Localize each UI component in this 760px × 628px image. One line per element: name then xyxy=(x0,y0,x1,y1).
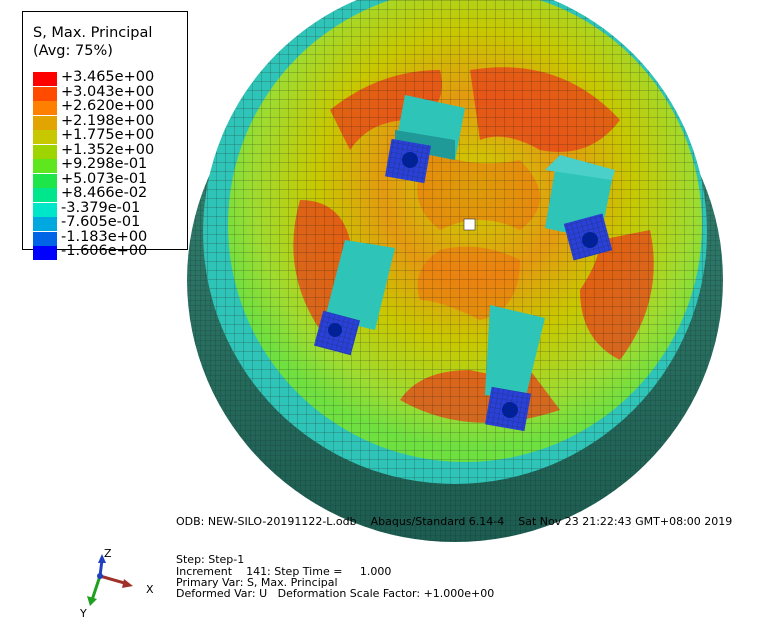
axis-triad: X Y Z xyxy=(78,547,154,622)
legend-swatch xyxy=(33,101,57,115)
step-label: Step: Step-1 xyxy=(176,553,245,566)
axis-z-label: Z xyxy=(104,547,112,560)
legend-value: +1.352e+00 xyxy=(61,141,155,158)
legend-row: +2.198e+00 xyxy=(33,112,183,131)
legend-swatch xyxy=(33,173,57,188)
column-bottom xyxy=(485,305,545,432)
legend-list: +3.465e+00 +3.043e+00 +2.620e+00 +2.198e+00… xyxy=(33,69,183,261)
triad-arrows-icon xyxy=(87,554,133,606)
axis-y-label: Y xyxy=(80,607,87,620)
legend-row: +1.775e+00 xyxy=(33,127,183,145)
primary-var-label: Primary Var: S, Max. Principal xyxy=(176,576,338,589)
legend-value: +5.073e-01 xyxy=(61,170,148,187)
odb-info: ODB: NEW-SILO-20191122-L.odb Abaqus/Stan… xyxy=(176,515,733,528)
column-right xyxy=(545,155,615,261)
increment-label: Increment 141: Step Time = 1.000 xyxy=(176,565,392,578)
legend-row: +5.073e-01 xyxy=(33,170,183,189)
legend-value: -3.379e-01 xyxy=(61,199,141,216)
legend-swatch xyxy=(33,159,57,173)
legend-swatch xyxy=(33,86,57,101)
legend-swatch xyxy=(33,115,57,130)
legend-swatch xyxy=(33,130,57,144)
legend-value: +8.466e-02 xyxy=(61,185,148,201)
legend-row: -7.605e-01 xyxy=(33,214,183,232)
legend-value: -1.606e+00 xyxy=(61,243,148,259)
legend-row: -1.606e+00 xyxy=(33,243,183,261)
legend-row: +9.298e-01 xyxy=(33,156,183,174)
column-left xyxy=(313,240,395,356)
legend-value: +1.775e+00 xyxy=(61,127,155,143)
legend-value: +9.298e-01 xyxy=(61,156,148,172)
legend-swatch xyxy=(33,231,57,246)
center-hole xyxy=(463,218,476,231)
legend-row: +1.352e+00 xyxy=(33,141,183,160)
contour-legend: S, Max. Principal (Avg: 75%) +3.465e+00 +… xyxy=(22,11,188,260)
deformed-var-label: Deformed Var: U Deformation Scale Factor… xyxy=(176,587,495,600)
legend-row: +8.466e-02 xyxy=(33,185,183,203)
legend-value: +3.465e+00 xyxy=(61,69,155,85)
legend-row: -3.379e-01 xyxy=(33,199,183,218)
axis-x-label: X xyxy=(146,583,154,596)
legend-row: +3.043e+00 xyxy=(33,83,183,102)
legend-value: +2.620e+00 xyxy=(61,98,155,114)
legend-swatch xyxy=(33,202,57,217)
legend-value: -1.183e+00 xyxy=(61,228,148,245)
legend-value: -7.605e-01 xyxy=(61,214,141,230)
legend-swatch xyxy=(33,72,57,86)
legend-swatch xyxy=(33,246,57,260)
legend-row: -1.183e+00 xyxy=(33,228,183,247)
legend-value: +3.043e+00 xyxy=(61,83,155,100)
column-top-left xyxy=(385,95,465,184)
legend-swatch xyxy=(33,217,57,231)
legend-subtitle: (Avg: 75%) xyxy=(33,43,113,59)
legend-row: +2.620e+00 xyxy=(33,98,183,116)
legend-swatch xyxy=(33,188,57,202)
legend-swatch xyxy=(33,144,57,159)
legend-row: +3.465e+00 xyxy=(33,69,183,87)
legend-value: +2.198e+00 xyxy=(61,112,155,129)
legend-title: S, Max. Principal xyxy=(33,25,153,41)
